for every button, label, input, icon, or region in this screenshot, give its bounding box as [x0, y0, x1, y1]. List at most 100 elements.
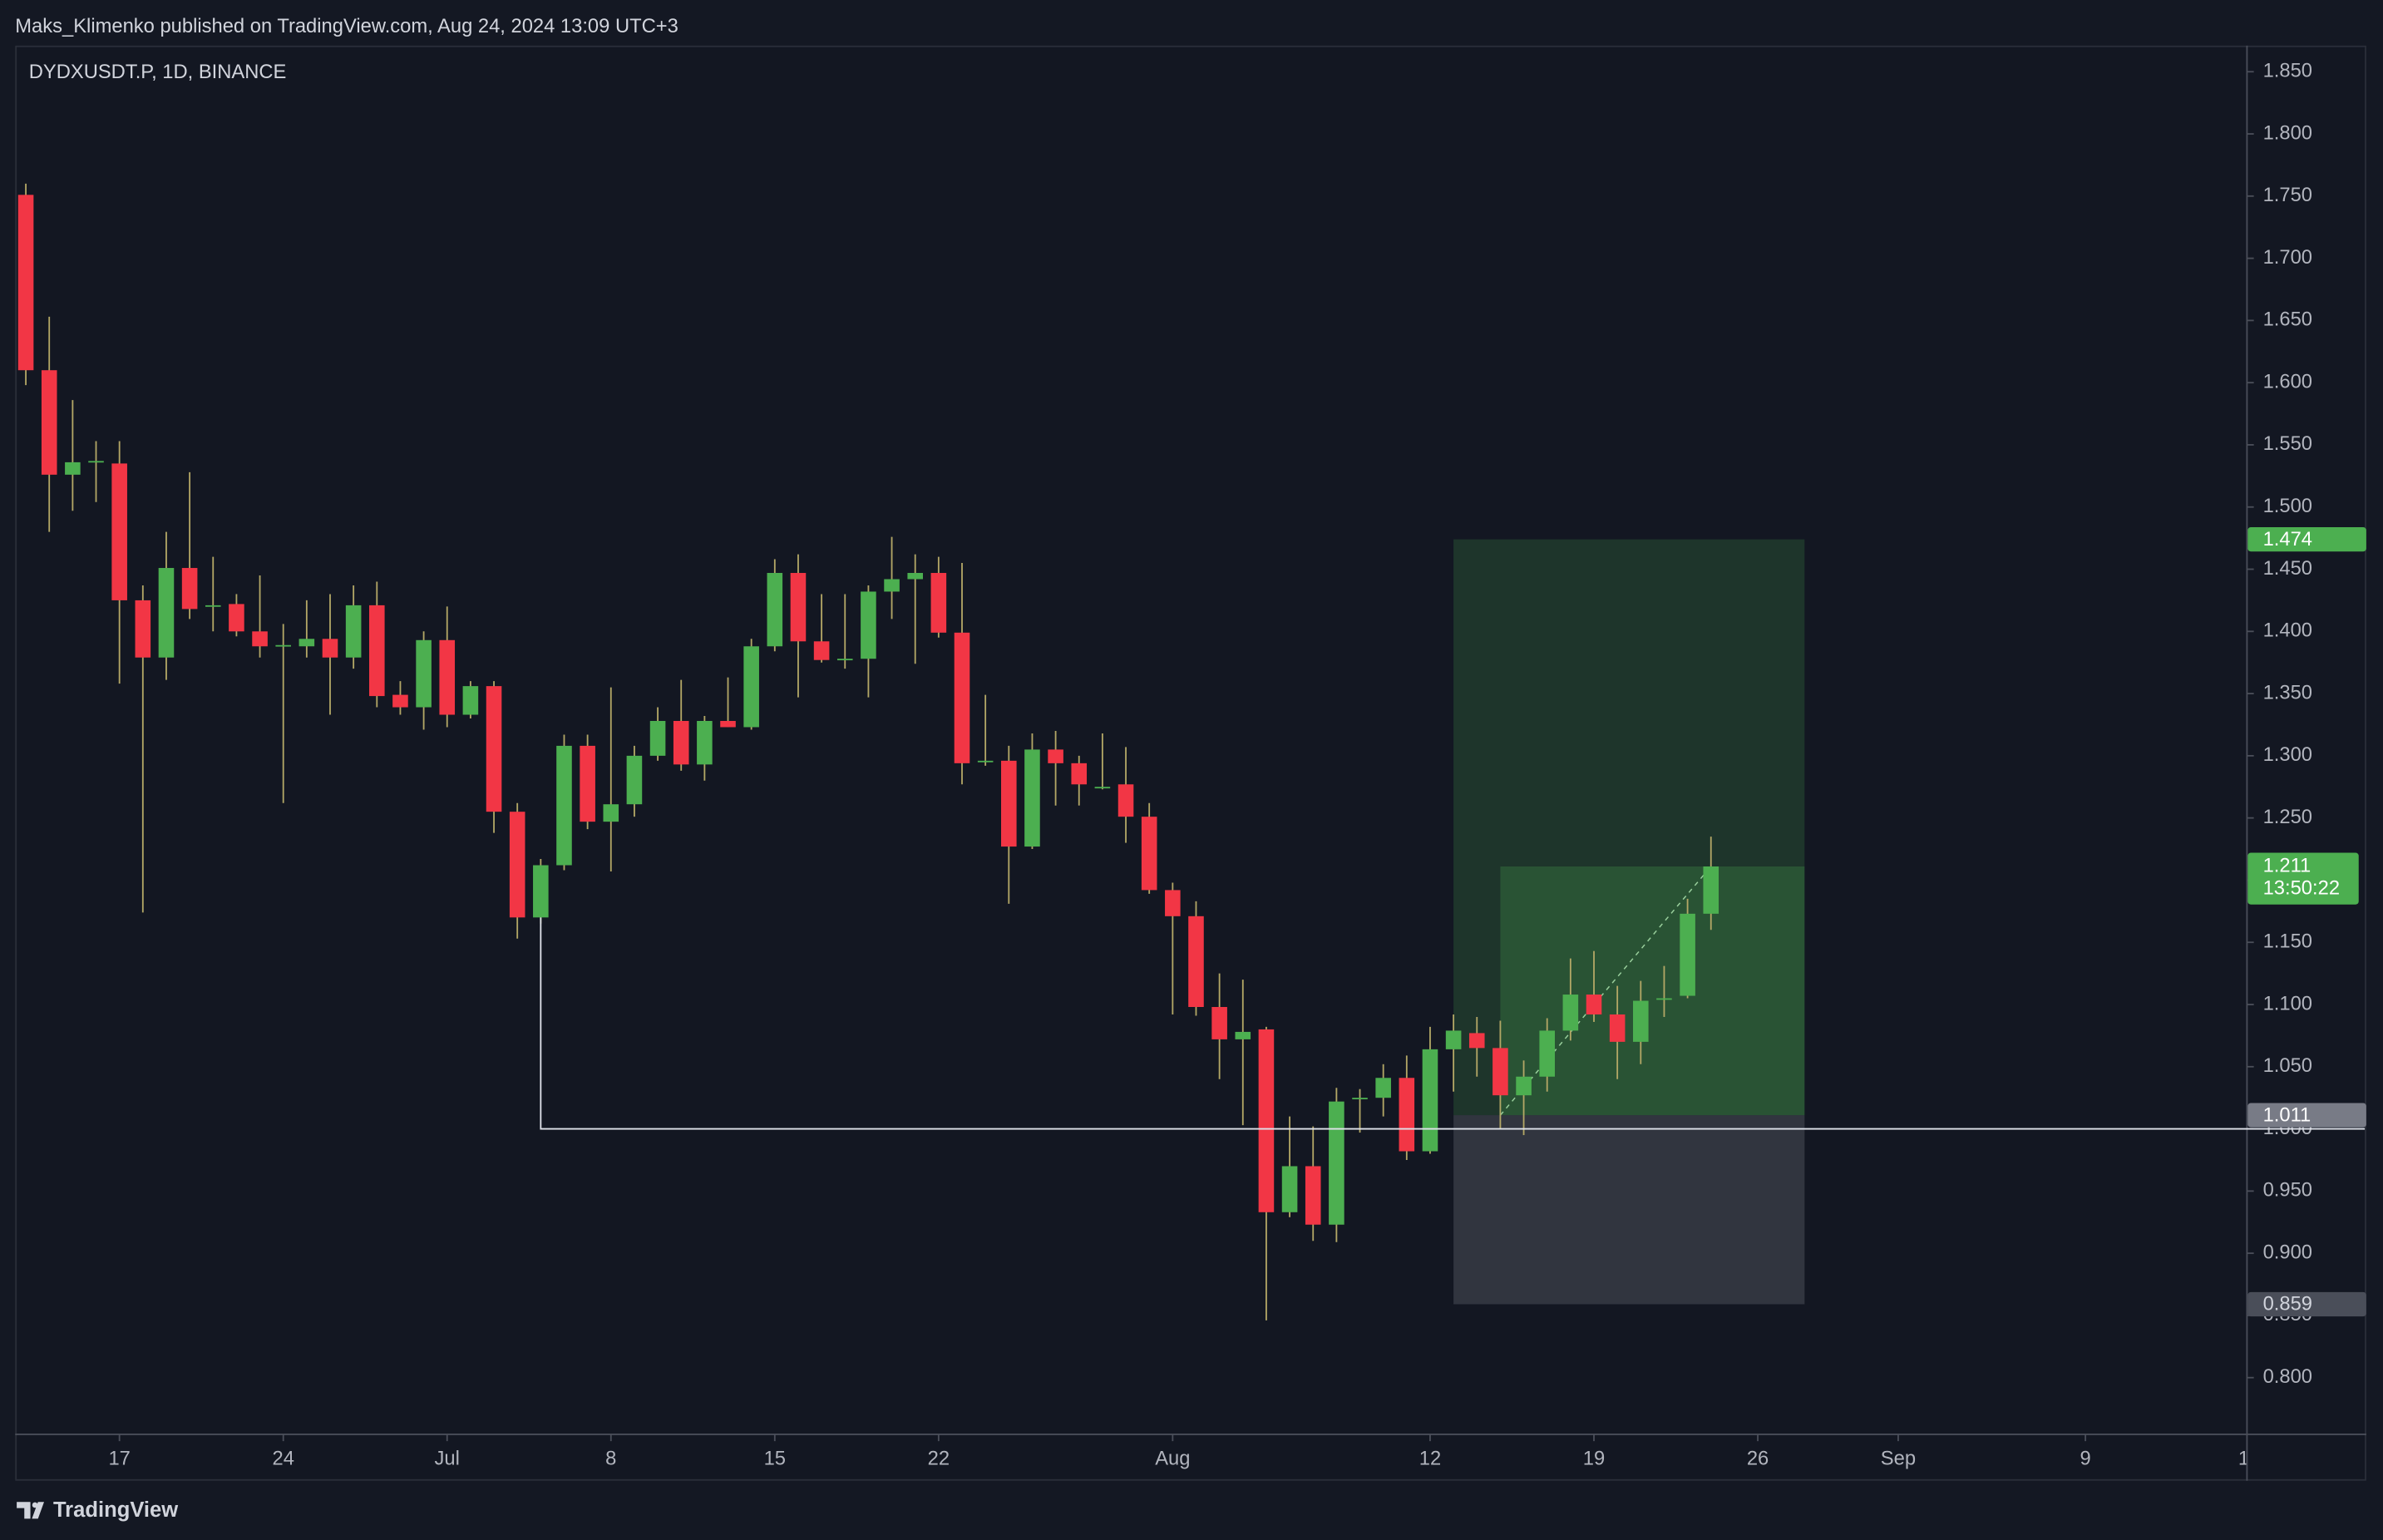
- target-label: 1.474: [2263, 528, 2312, 550]
- y-tick-label: 1.600: [2263, 370, 2312, 392]
- stop-label: 0.859: [2263, 1293, 2312, 1315]
- candle-body: [322, 639, 338, 658]
- last-price-bg: [2247, 852, 2359, 905]
- candle-body: [1117, 784, 1134, 817]
- y-tick-label: 1.450: [2263, 557, 2312, 580]
- candle-body: [1586, 995, 1602, 1014]
- candle-body: [392, 694, 408, 708]
- y-tick-label: 1.850: [2263, 60, 2312, 82]
- entry-label-bg: [2247, 1103, 2366, 1128]
- candle-body: [439, 639, 456, 715]
- x-tick-label: 12: [1419, 1447, 1441, 1469]
- candle-body: [1071, 763, 1088, 785]
- candle-body: [1001, 760, 1017, 847]
- candle-body: [673, 721, 689, 765]
- y-tick-label: 1.350: [2263, 681, 2312, 703]
- candle-body: [416, 639, 432, 708]
- candle-body: [1445, 1030, 1462, 1049]
- candle-body: [345, 605, 362, 658]
- y-tick-label: 1.400: [2263, 619, 2312, 642]
- candle-body: [486, 686, 502, 812]
- y-tick-label: 0.950: [2263, 1179, 2312, 1202]
- candle-body: [509, 812, 525, 918]
- candle-body: [1165, 890, 1181, 916]
- candle-body: [649, 721, 666, 756]
- x-tick-label: 16: [2238, 1447, 2260, 1469]
- y-tick-label: 1.700: [2263, 246, 2312, 269]
- bar-countdown: 13:50:22: [2263, 877, 2340, 900]
- x-tick-label: 24: [272, 1447, 294, 1469]
- candle-body: [907, 573, 923, 580]
- candle-body: [697, 721, 713, 765]
- candle-body: [229, 604, 244, 632]
- candle-body: [767, 573, 783, 647]
- candle-body: [626, 755, 643, 805]
- y-tick-label: 1.050: [2263, 1054, 2312, 1077]
- y-tick-label: 1.650: [2263, 308, 2312, 331]
- x-tick-label: Jul: [435, 1447, 460, 1469]
- candle-body: [1048, 749, 1063, 763]
- candle-body: [1633, 1000, 1649, 1042]
- y-tick-label: 1.300: [2263, 743, 2312, 766]
- y-tick-label: 0.900: [2263, 1241, 2312, 1263]
- y-tick-label: 0.800: [2263, 1365, 2312, 1388]
- candle-body: [462, 686, 479, 715]
- y-tick-label: 1.100: [2263, 992, 2312, 1014]
- candle-body: [88, 461, 104, 463]
- target-zone: [1453, 539, 1805, 1116]
- candle-body: [720, 721, 736, 728]
- target-label-bg: [2247, 527, 2366, 552]
- candle-body: [1539, 1030, 1555, 1077]
- candle-body: [1141, 817, 1157, 891]
- stop-label-bg: [2247, 1291, 2366, 1317]
- x-tick-label: 22: [928, 1447, 950, 1469]
- candle-body: [41, 370, 57, 475]
- x-tick-label: 15: [764, 1447, 786, 1469]
- candle-body: [1281, 1166, 1298, 1212]
- open-profit-zone: [1500, 866, 1805, 1116]
- candle-body: [1094, 787, 1111, 789]
- candle-body: [580, 745, 595, 822]
- candle-body: [977, 760, 994, 763]
- x-tick-label: 9: [2080, 1447, 2091, 1469]
- candle-body: [252, 631, 268, 647]
- x-tick-label: Sep: [1881, 1447, 1916, 1469]
- candle-body: [298, 639, 315, 647]
- time-axis: 17 24 Jul 8 15 22 Aug 12 19 26 Sep 9 16: [108, 1434, 2260, 1469]
- candle-body: [135, 600, 151, 658]
- publisher-line: Maks_Klimenko published on TradingView.c…: [15, 15, 678, 37]
- candle-body: [1352, 1098, 1368, 1100]
- candle-body: [533, 865, 549, 918]
- candle-body: [861, 591, 876, 659]
- candle-body: [743, 646, 759, 728]
- candle-body: [1492, 1048, 1508, 1096]
- candle-body: [1258, 1029, 1275, 1212]
- candle-body: [275, 644, 291, 647]
- y-tick-label: 1.750: [2263, 184, 2312, 206]
- candle-body: [1422, 1049, 1438, 1152]
- candle-body: [181, 568, 198, 610]
- level-line: [540, 917, 2366, 1130]
- candle-body: [1329, 1101, 1344, 1225]
- candle-body: [158, 568, 175, 658]
- y-tick-label: 1.150: [2263, 930, 2312, 953]
- candle-body: [954, 632, 970, 763]
- y-tick-label: 1.500: [2263, 495, 2312, 517]
- chart-pane: [15, 45, 2366, 1481]
- candle-body: [813, 641, 830, 660]
- x-tick-label: Aug: [1155, 1447, 1190, 1469]
- y-tick-label: 1.550: [2263, 432, 2312, 455]
- x-tick-label: 19: [1583, 1447, 1605, 1469]
- entry-label: 1.011: [2263, 1103, 2311, 1126]
- brand-name: TradingView: [53, 1498, 178, 1522]
- candle-body: [1703, 866, 1719, 914]
- candle-body: [1211, 1007, 1227, 1039]
- candle-body: [1375, 1078, 1391, 1098]
- brand-logo: [17, 1502, 45, 1519]
- stop-zone: [1453, 1115, 1805, 1305]
- candle-body: [884, 579, 900, 592]
- candle-body: [1516, 1076, 1532, 1096]
- candle-body: [1399, 1078, 1415, 1152]
- candle-body: [930, 573, 947, 633]
